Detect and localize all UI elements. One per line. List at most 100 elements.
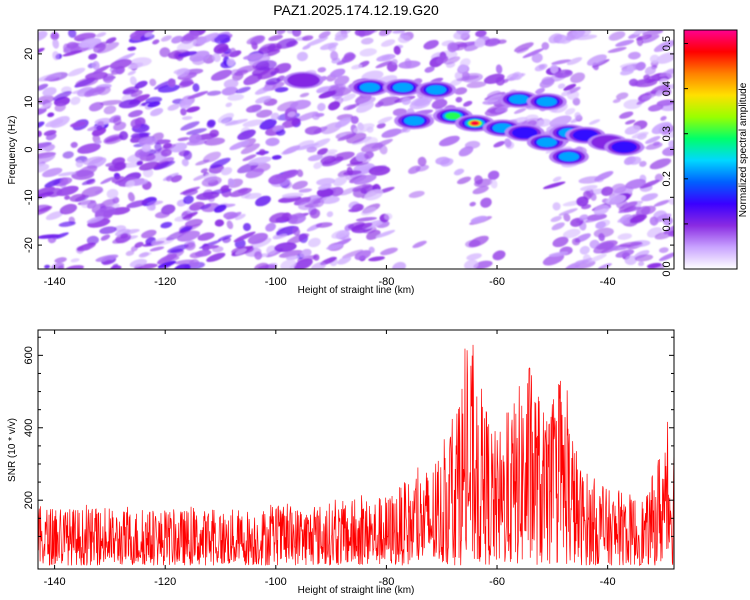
spectrogram-cell (144, 32, 153, 38)
spectrogram-cell (623, 99, 642, 110)
spectrogram-cell (206, 252, 226, 263)
spectrogram-cell (42, 87, 57, 97)
spectrogram-cell (542, 253, 565, 266)
spectrogram-cell (185, 242, 196, 251)
spectrogram-cell (141, 144, 151, 152)
spectrogram-cell (120, 233, 129, 239)
spectrogram-cell (552, 236, 569, 248)
spectrogram-cell (153, 160, 176, 170)
spectrogram-cell (352, 183, 372, 192)
spectrogram-cell (221, 167, 233, 176)
spectrogram-cell (586, 54, 607, 66)
spectrogram-cell (227, 178, 235, 186)
spectrogram-feature (536, 97, 557, 107)
spectrogram-cell (480, 197, 492, 208)
spectrogram-cell (334, 118, 352, 128)
spectrogram-cell (246, 35, 264, 45)
spectrogram-x-label: Height of straight line (km) (298, 285, 415, 296)
x-tick-label: -120 (154, 276, 176, 288)
spectrogram-cell (282, 181, 293, 189)
colorbar-tick-label: 0.2 (661, 171, 673, 186)
spectrogram-cell (595, 221, 606, 229)
spectrogram-cell (578, 176, 603, 184)
spectrogram-cell (224, 118, 249, 126)
spectrogram-cell (639, 160, 647, 167)
spectrogram-cell (254, 85, 274, 95)
y-tick-label: 400 (23, 419, 35, 437)
spectrogram-cell (265, 137, 280, 147)
spectrogram-cell (649, 54, 660, 64)
spectrogram-cell (258, 43, 276, 55)
spectrogram-cell (76, 165, 98, 177)
spectrogram-cell (341, 53, 356, 63)
spectrogram-cell (280, 169, 299, 179)
spectrogram-cell (616, 92, 629, 100)
spectrogram-cell (285, 255, 299, 261)
spectrogram-cell (355, 217, 378, 222)
spectrogram-cell (618, 201, 638, 212)
spectrogram-cell (112, 116, 122, 126)
spectrogram-cell (654, 173, 664, 182)
spectrogram-cell (296, 169, 304, 178)
spectrogram-cell (300, 248, 312, 258)
spectrogram-cell (648, 104, 664, 112)
x-tick-label: -40 (600, 576, 616, 588)
spectrogram-cell (103, 105, 117, 115)
spectrogram-cell (217, 234, 232, 241)
spectrogram-cell (199, 203, 212, 210)
spectrogram-cell (466, 81, 487, 89)
spectrogram-cell (243, 53, 264, 60)
spectrogram-cell (192, 83, 200, 92)
spectrogram-cell (563, 83, 577, 91)
spectrogram-cell (129, 76, 137, 86)
spectrogram-cell (408, 190, 425, 198)
spectrogram-cell (329, 68, 346, 78)
spectrogram-cell (149, 246, 165, 252)
spectrogram-feature (445, 112, 461, 120)
spectrogram-cell (412, 240, 427, 249)
spectrogram-cell (495, 106, 509, 113)
spectrogram-cell (118, 99, 141, 109)
spectrogram-cell (659, 78, 669, 86)
spectrogram-cell (274, 233, 288, 240)
spectrogram-cell (654, 213, 672, 223)
chart-title: PAZ1.2025.174.12.19.G20 (273, 2, 439, 18)
spectrogram-cell (129, 258, 148, 268)
snr-y-label: SNR (10 * v/v) (7, 418, 18, 482)
spectrogram-cell (291, 30, 302, 37)
colorbar-tick-label: 0.3 (661, 126, 673, 141)
spectrogram-cell (38, 31, 48, 42)
spectrogram-cell (341, 93, 356, 102)
spectrogram-cell (353, 174, 377, 185)
spectrogram-cell (423, 39, 439, 50)
snr-x-ticks: -140 -120 -100 -80 -60 -40 (44, 330, 616, 588)
spectrogram-feature (611, 141, 637, 153)
spectrogram-cell (570, 217, 584, 227)
spectrogram-cell (653, 199, 670, 207)
spectrogram-cell (100, 234, 111, 241)
spectrogram-cell (636, 99, 646, 105)
spectrogram-cell (628, 51, 641, 60)
spectrogram-cell (307, 154, 323, 162)
spectrogram-cell (668, 140, 674, 148)
spectrogram-cell (234, 213, 246, 221)
spectrogram-cell (247, 232, 268, 245)
snr-y-ticks: 200 400 600 (23, 336, 674, 537)
spectrogram-cell (608, 31, 626, 41)
spectrogram-cell (182, 211, 198, 220)
spectrogram-cell (376, 122, 386, 129)
spectrogram-cell (522, 48, 544, 59)
spectrogram-cell (453, 30, 470, 40)
spectrogram-cell (255, 95, 272, 104)
spectrogram-cell (223, 79, 239, 89)
spectrogram-cell (235, 248, 247, 256)
spectrogram-cell (95, 140, 102, 145)
spectrogram-cell (38, 154, 56, 165)
spectrogram-cell (306, 146, 317, 153)
spectrogram-cell (668, 197, 674, 205)
spectrogram-cell (598, 263, 612, 269)
spectrogram-cell (62, 50, 83, 57)
spectrogram-cell (244, 192, 262, 200)
spectrogram-cell (38, 83, 49, 91)
